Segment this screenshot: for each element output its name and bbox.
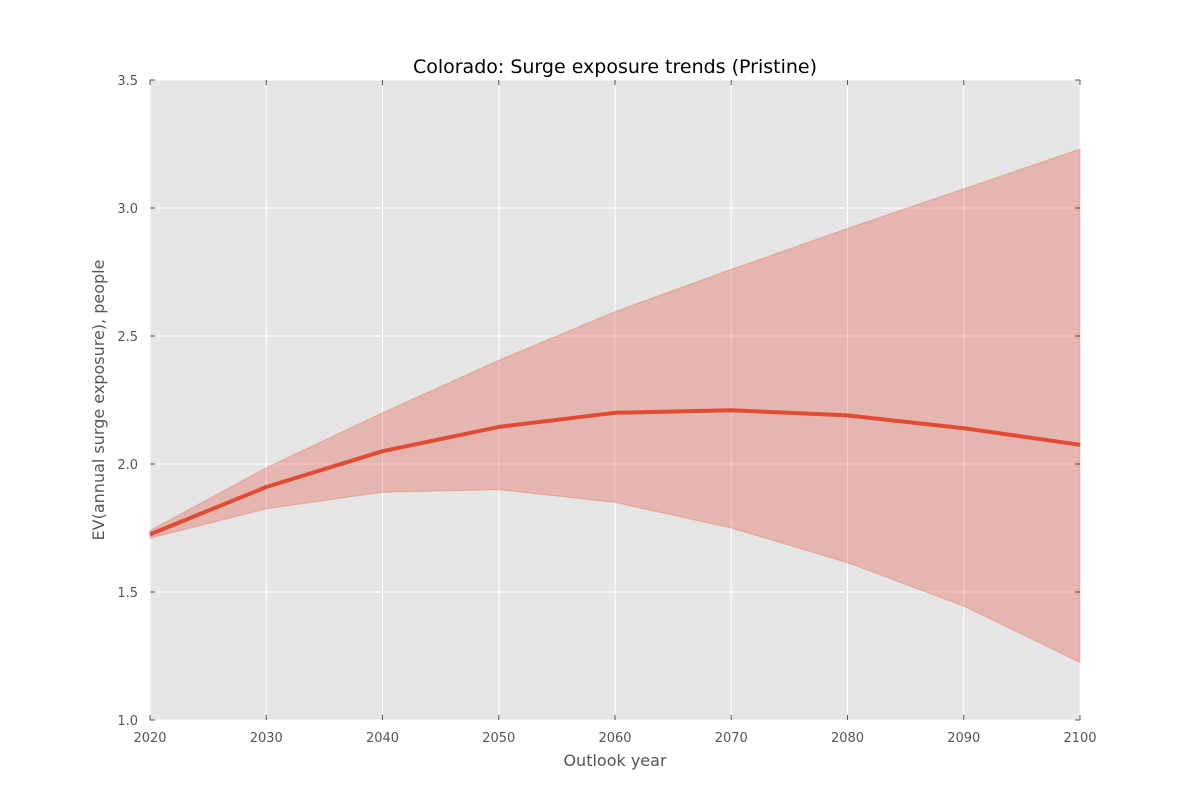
x-tick-label: 2100 [1063, 731, 1096, 746]
x-axis-label: Outlook year [563, 751, 667, 770]
x-tick-label: 2080 [831, 731, 864, 746]
y-tick-labels: 1.0 1.5 2.0 2.5 3.0 3.5 [117, 74, 138, 729]
chart-title: Colorado: Surge exposure trends (Pristin… [413, 56, 817, 78]
x-tick-label: 2060 [598, 731, 631, 746]
y-axis-label: EV(annual surge exposure), people [89, 260, 108, 541]
x-tick-label: 2070 [715, 731, 748, 746]
y-tick-label: 2.5 [117, 330, 138, 345]
y-tick-label: 1.5 [117, 586, 138, 601]
confidence-band [149, 148, 1081, 664]
x-tick-label: 2040 [366, 731, 399, 746]
x-tick-label: 2090 [947, 731, 980, 746]
x-tick-label: 2050 [482, 731, 515, 746]
y-tick-label: 3.5 [117, 74, 138, 89]
x-tick-label: 2030 [250, 731, 283, 746]
y-tick-label: 3.0 [117, 202, 138, 217]
x-tick-label: 2020 [133, 731, 166, 746]
x-tick-labels: 2020 2030 2040 2050 2060 2070 2080 2090 2100 [133, 731, 1096, 746]
y-tick-label: 1.0 [117, 714, 138, 729]
series-line [149, 408, 1081, 537]
y-tick-label: 2.0 [117, 458, 138, 473]
tick-marks [149, 79, 1081, 721]
